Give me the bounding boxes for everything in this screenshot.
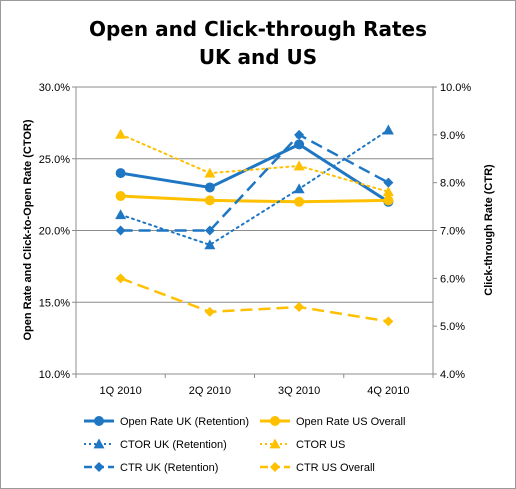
data-point [204,225,215,236]
data-point [294,196,305,207]
legend-label: CTOR UK (Retention) [120,439,227,451]
right-tick-label: 10.0% [440,82,471,94]
left-tick-label: 25.0% [39,154,70,166]
legend-marker [93,438,105,449]
legend-marker [94,462,104,472]
chart-title-line-1: Open and Click-through Rates [89,17,427,41]
left-tick-label: 30.0% [39,82,70,94]
right-tick-label: 9.0% [440,130,465,142]
left-axis-title: Open Rate and Click-to-Open Rate (CTOR) [22,119,34,340]
series-line-6 [120,277,389,323]
data-point [383,195,394,206]
left-tick-label: 20.0% [39,226,70,238]
data-point [115,209,127,220]
data-point [204,239,216,250]
series-markers [115,124,394,327]
data-point [204,182,215,193]
right-tick-label: 7.0% [440,226,465,238]
x-tick-label: 3Q 2010 [278,385,320,397]
data-point [294,302,305,313]
data-point [383,316,394,327]
right-tick-label: 6.0% [440,273,465,285]
data-point [382,186,394,197]
x-axis-ticks: 1Q 2010 2Q 2010 3Q 2010 4Q 2010 [75,374,434,397]
left-tick-label: 15.0% [39,297,70,309]
data-point [383,177,394,188]
data-point [204,167,216,178]
legend-marker [269,438,281,449]
data-point [293,183,305,194]
legend-marker [270,462,280,472]
left-tick-label: 10.0% [39,369,70,381]
right-axis-title: Click-through Rate (CTR) [483,164,495,296]
right-tick-label: 8.0% [440,178,465,190]
data-point [115,273,126,284]
x-tick-label: 1Q 2010 [100,385,142,397]
legend-label: Open Rate UK (Retention) [120,416,249,428]
legend-label: CTOR US [296,439,345,451]
series-line-5 [120,133,389,232]
right-axis-ticks: 4.0% 5.0% 6.0% 7.0% 8.0% 9.0% 10.0% [433,82,471,381]
legend: Open Rate UK (Retention) Open Rate US Ove… [84,416,405,474]
series-line-3 [119,129,390,246]
data-point [382,124,394,135]
series-lines [119,129,390,323]
x-tick-label: 2Q 2010 [189,385,231,397]
left-axis-ticks: 10.0% 15.0% 20.0% 25.0% 30.0% [39,82,76,381]
x-tick-label: 4Q 2010 [367,385,409,397]
series-line-1 [120,142,390,204]
data-point [115,225,126,236]
right-tick-label: 4.0% [440,369,465,381]
legend-label: CTR US Overall [296,462,375,474]
data-point [115,128,127,139]
data-point [204,306,215,317]
data-point [115,168,126,179]
legend-label: CTR UK (Retention) [120,462,218,474]
data-point [294,129,305,140]
series-line-2 [120,194,389,204]
right-tick-label: 5.0% [440,321,465,333]
data-point [294,139,305,150]
data-point [115,191,126,202]
data-point [293,160,305,171]
legend-marker [94,416,104,426]
chart-title-line-2: UK and US [199,45,317,69]
legend-label: Open Rate US Overall [296,416,405,428]
data-point [204,195,215,206]
legend-marker [270,416,280,426]
series-line-4 [119,133,390,193]
